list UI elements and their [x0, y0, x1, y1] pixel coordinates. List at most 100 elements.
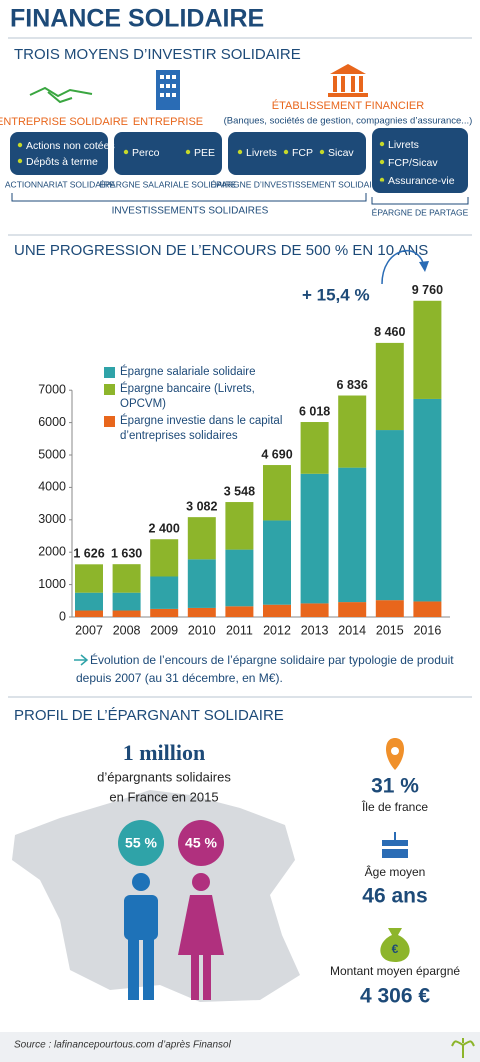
column-heading: ÉTABLISSEMENT FINANCIER — [272, 99, 424, 112]
stat-value: 4 306 € — [360, 985, 430, 1008]
bar-segment — [413, 601, 442, 617]
item: FCP/Sicav — [388, 157, 438, 169]
chart-title: UNE PROGRESSION DE L’ENCOURS DE 500 % EN… — [14, 242, 428, 259]
y-tick-label: 7000 — [38, 382, 66, 396]
item: Livrets — [388, 139, 419, 151]
total-label: 8 460 — [374, 325, 405, 339]
y-tick-label: 4000 — [38, 480, 66, 494]
bar-segment — [413, 398, 442, 602]
x-tick-label: 2011 — [226, 623, 253, 637]
arrowhead — [419, 261, 429, 272]
building-icon — [156, 70, 180, 110]
bar-segment — [338, 395, 367, 468]
money-bag-icon: € — [380, 928, 410, 962]
chart-note: depuis 2007 (au 31 décembre, en M€). — [76, 671, 283, 685]
pill — [10, 132, 108, 175]
euro-sign: € — [392, 942, 399, 956]
bar-segment — [225, 606, 254, 617]
total-label: 3 082 — [186, 499, 217, 513]
legend-label: Épargne bancaire (Livrets, OPCVM) — [120, 383, 255, 410]
x-tick-label: 2016 — [413, 623, 441, 637]
legend-label: Épargne investie dans le capital d’entre… — [120, 415, 283, 442]
total-label: 6 018 — [299, 404, 330, 418]
y-tick-label: 0 — [59, 609, 66, 623]
column-caption: ÉPARGNE SALARIALE SOLIDAIRE — [99, 179, 237, 189]
stat-label: Montant moyen épargné — [330, 964, 460, 978]
bar-segment — [375, 600, 404, 617]
bar-segment — [263, 520, 291, 605]
stat-value: 31 % — [371, 775, 419, 798]
bar-segment — [187, 607, 216, 617]
bar-segment — [75, 610, 103, 617]
bar-segment — [225, 502, 254, 550]
column-caption: ÉPARGNE D’INVESTISSEMENT SOLIDAIRE — [210, 179, 383, 189]
legend: Épargne salariale solidaire Épargne banca… — [104, 365, 304, 446]
x-tick-label: 2012 — [263, 623, 291, 637]
pills: Actions non cotées Dépôts à terme Perco … — [10, 128, 468, 193]
legend-item: Épargne salariale solidaire — [104, 365, 304, 380]
women-badge — [178, 820, 224, 866]
item: Assurance-vie — [388, 175, 455, 187]
bar-segment — [300, 473, 329, 604]
bar-segment — [338, 602, 367, 617]
bar-segment — [75, 592, 103, 611]
item: Perco — [132, 147, 160, 159]
chart-note: Évolution de l’encours de l’épargne soli… — [90, 652, 454, 667]
column-caption: ÉPARGNE DE PARTAGE — [372, 207, 469, 217]
item: Sicav — [328, 147, 354, 159]
stat-value: 46 ans — [362, 885, 427, 908]
page-title: FINANCE SOLIDAIRE — [10, 5, 264, 33]
bar-segment — [300, 603, 329, 617]
pill — [228, 132, 366, 175]
men-share: 55 % — [125, 835, 157, 851]
column-heading: ENTREPRISE — [133, 116, 203, 128]
x-tick-label: 2008 — [113, 623, 141, 637]
section-title: TROIS MOYENS D’INVESTIR SOLIDAIRE — [14, 46, 301, 63]
stat-label: Île de france — [361, 799, 428, 814]
y-tick-label: 2000 — [38, 544, 66, 558]
bar-segment — [375, 430, 404, 601]
x-tick-label: 2010 — [188, 623, 216, 637]
bar-segment — [338, 467, 367, 603]
total-label: 4 690 — [261, 447, 292, 461]
logo — [451, 1038, 475, 1058]
bar-segment — [112, 564, 141, 593]
bar-segment — [263, 604, 291, 617]
bar-segment — [375, 342, 404, 431]
legend-swatch — [104, 416, 115, 427]
bar-segment — [187, 559, 216, 608]
item: Actions non cotées — [26, 140, 115, 152]
handshake-icon — [29, 86, 93, 104]
headline-line: d’épargnants solidaires — [97, 769, 231, 784]
x-tick-label: 2007 — [75, 623, 103, 637]
x-tick-label: 2015 — [376, 623, 404, 637]
bar-segment — [150, 539, 179, 577]
men-badge — [118, 820, 164, 866]
bar-segment — [75, 564, 103, 593]
bar-segment — [150, 576, 179, 609]
total-label: 3 548 — [224, 484, 255, 498]
bar-segment — [413, 300, 442, 399]
total-label: 2 400 — [149, 522, 180, 536]
pill — [372, 128, 468, 193]
stat-label: Âge moyen — [365, 864, 426, 879]
x-tick-label: 2014 — [338, 623, 366, 637]
x-tick-label: 2013 — [301, 623, 329, 637]
y-tick-label: 5000 — [38, 447, 66, 461]
item: Livrets — [246, 147, 277, 159]
bracket — [371, 197, 469, 205]
arrow — [381, 249, 425, 285]
y-tick-label: 3000 — [38, 512, 66, 526]
column-caption: ACTIONNARIAT SOLIDAIRE — [5, 179, 116, 189]
legend-item: Épargne investie dans le capital d’entre… — [104, 414, 304, 444]
y-tick-label: 6000 — [38, 415, 66, 429]
column-subheading: (Banques, sociétés de gestion, compagnie… — [224, 116, 473, 127]
total-label: 1 630 — [111, 546, 142, 560]
footer — [0, 1032, 480, 1062]
legend-swatch — [104, 367, 115, 378]
cake-icon — [382, 832, 408, 858]
source: Source : lafinancepourtous.com d’après F… — [14, 1040, 232, 1051]
women-share: 45 % — [185, 835, 217, 851]
